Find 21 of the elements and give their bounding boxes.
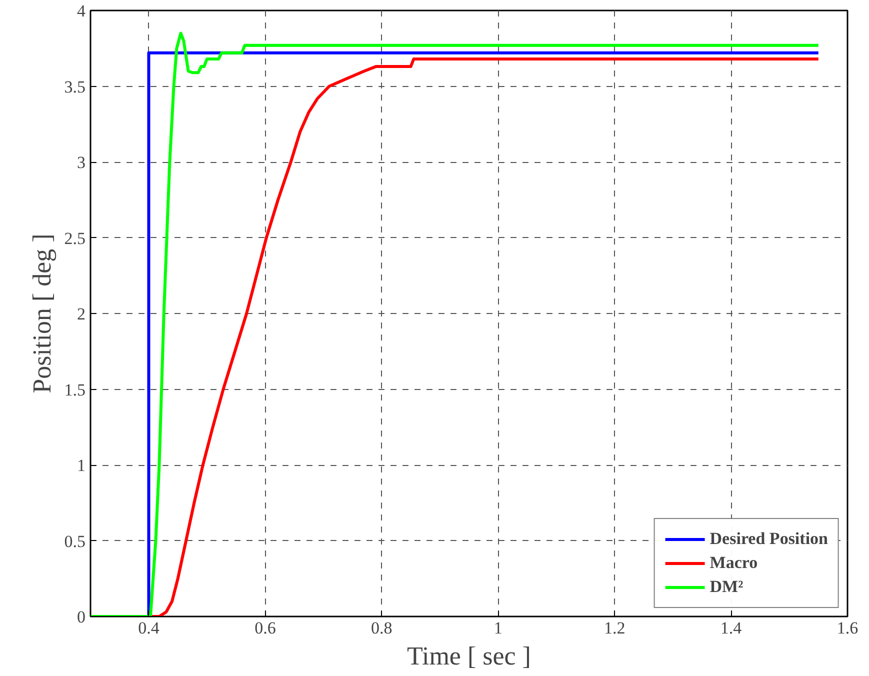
y-tick-label: 1.5 (64, 380, 86, 400)
y-tick-label: 2.5 (64, 228, 86, 248)
x-tick-label: 1.2 (604, 618, 626, 638)
x-tick-label: 0.6 (254, 618, 276, 638)
x-tick-label: 1 (494, 618, 502, 638)
y-tick-label: 0.5 (64, 532, 86, 551)
x-tick-label: 1.4 (720, 618, 742, 638)
y-tick-label: 3 (77, 153, 86, 172)
y-tick-label: 0 (77, 608, 86, 626)
y-tick-label: 1 (77, 456, 86, 475)
legend-label: Desired Position (710, 529, 828, 549)
y-tick-label: 2 (77, 304, 86, 324)
x-tick-label: 0.8 (371, 618, 392, 638)
x-tick-label: 1.6 (836, 618, 858, 638)
legend-label: DM² (710, 577, 744, 597)
x-tick-label: 0.4 (138, 618, 160, 638)
x-axis-title: Time [ sec ] (407, 642, 531, 670)
y-tick-label: 4 (77, 2, 86, 20)
y-axis-title: Position [ deg ] (27, 234, 56, 394)
legend-label: Macro (710, 553, 758, 573)
y-tick-label: 3.5 (64, 77, 86, 96)
